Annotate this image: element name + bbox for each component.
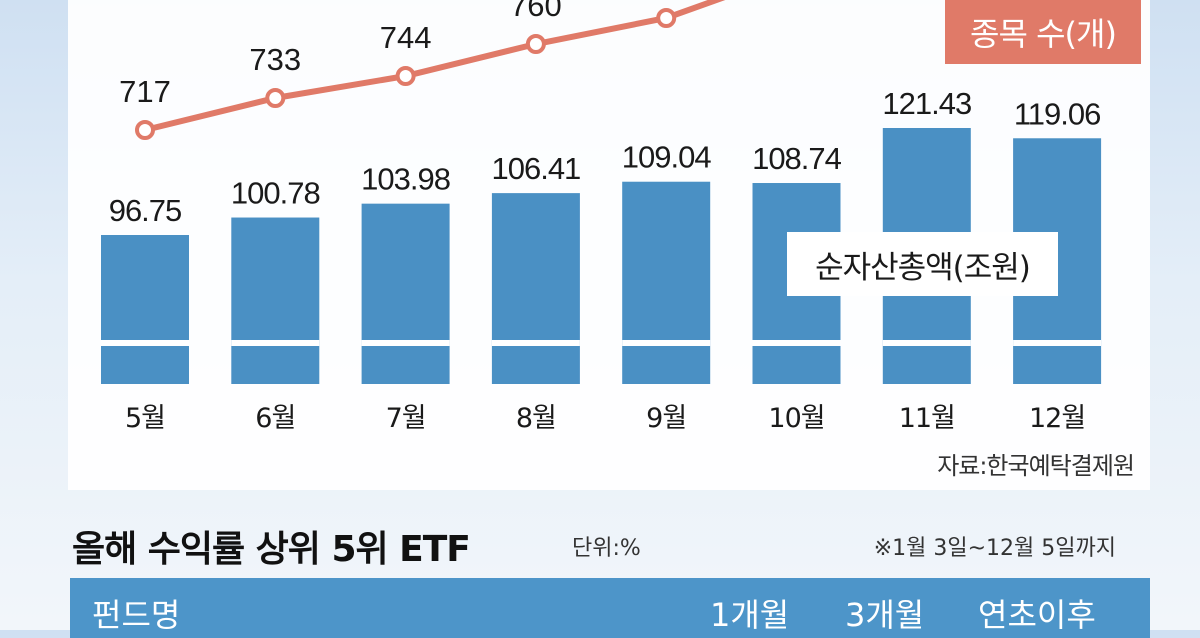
count-point-0 [135, 120, 155, 140]
bar-break-7 [1013, 340, 1102, 346]
count-point-1 [265, 88, 286, 108]
bar-break-5 [752, 340, 841, 346]
chart-svg: 96.75 5월 100.78 6월 103.98 7월 106.41 8월 109.04 9월 1… [101, 0, 1102, 434]
header-3-month: 3개월 [845, 596, 925, 634]
count-value-label-2: 744 [380, 20, 432, 55]
bar-value-label-5: 108.74 [752, 141, 842, 176]
count-line [144, 0, 726, 133]
x-tick-label-4: 9월 [646, 403, 686, 434]
bar-value-label-3: 106.41 [491, 151, 580, 186]
header-fund-name: 펀드명 [92, 596, 181, 634]
x-tick-label-3: 8월 [516, 403, 556, 434]
bar-break-0 [101, 340, 189, 346]
header-ytd: 연초이후 [978, 596, 1096, 634]
bar-0 [101, 235, 189, 384]
count-point-3 [525, 34, 546, 54]
table-unit: 단위:% [572, 536, 641, 561]
bar-break-1 [231, 340, 320, 346]
legend-asset-label: 순자산총액(조원) [787, 232, 1058, 296]
bar-value-label-7: 119.06 [1014, 96, 1101, 131]
legend-count-badge: 종목 수(개) [945, 0, 1141, 64]
table-title: 올해 수익률 상위 5위 ETF [72, 529, 471, 570]
bar-value-label-4: 109.04 [622, 140, 712, 175]
count-point-4 [656, 8, 677, 28]
x-tick-label-6: 11월 [899, 403, 955, 434]
x-tick-label-1: 6월 [255, 403, 295, 434]
table-period: ※1월 3일~12월 5일까지 [873, 536, 1116, 561]
x-tick-label-2: 7월 [386, 403, 426, 434]
bar-2 [361, 203, 450, 384]
source-note: 자료:한국예탁결제원 [937, 452, 1135, 480]
bar-4 [622, 181, 711, 384]
bar-break-2 [361, 340, 450, 346]
count-point-2 [395, 66, 416, 86]
bar-1 [231, 217, 320, 384]
bar-break-3 [491, 340, 580, 346]
bar-value-label-6: 121.43 [882, 86, 971, 121]
table-header-row: 펀드명 1개월 3개월 연초이후 [70, 578, 1150, 638]
x-tick-label-5: 10월 [768, 403, 824, 434]
count-value-label-3: 760 [510, 0, 562, 23]
bar-3 [491, 193, 580, 384]
x-tick-label-0: 5월 [125, 403, 165, 434]
count-value-label-1: 733 [249, 42, 301, 77]
bar-break-4 [622, 340, 711, 346]
bar-value-label-1: 100.78 [231, 176, 320, 211]
bar-value-label-0: 96.75 [109, 193, 182, 228]
bar-value-label-2: 103.98 [361, 162, 450, 197]
x-tick-label-7: 12월 [1029, 403, 1085, 434]
count-value-label-0: 717 [119, 74, 171, 109]
bar-break-6 [882, 340, 971, 346]
header-1-month: 1개월 [710, 596, 790, 634]
